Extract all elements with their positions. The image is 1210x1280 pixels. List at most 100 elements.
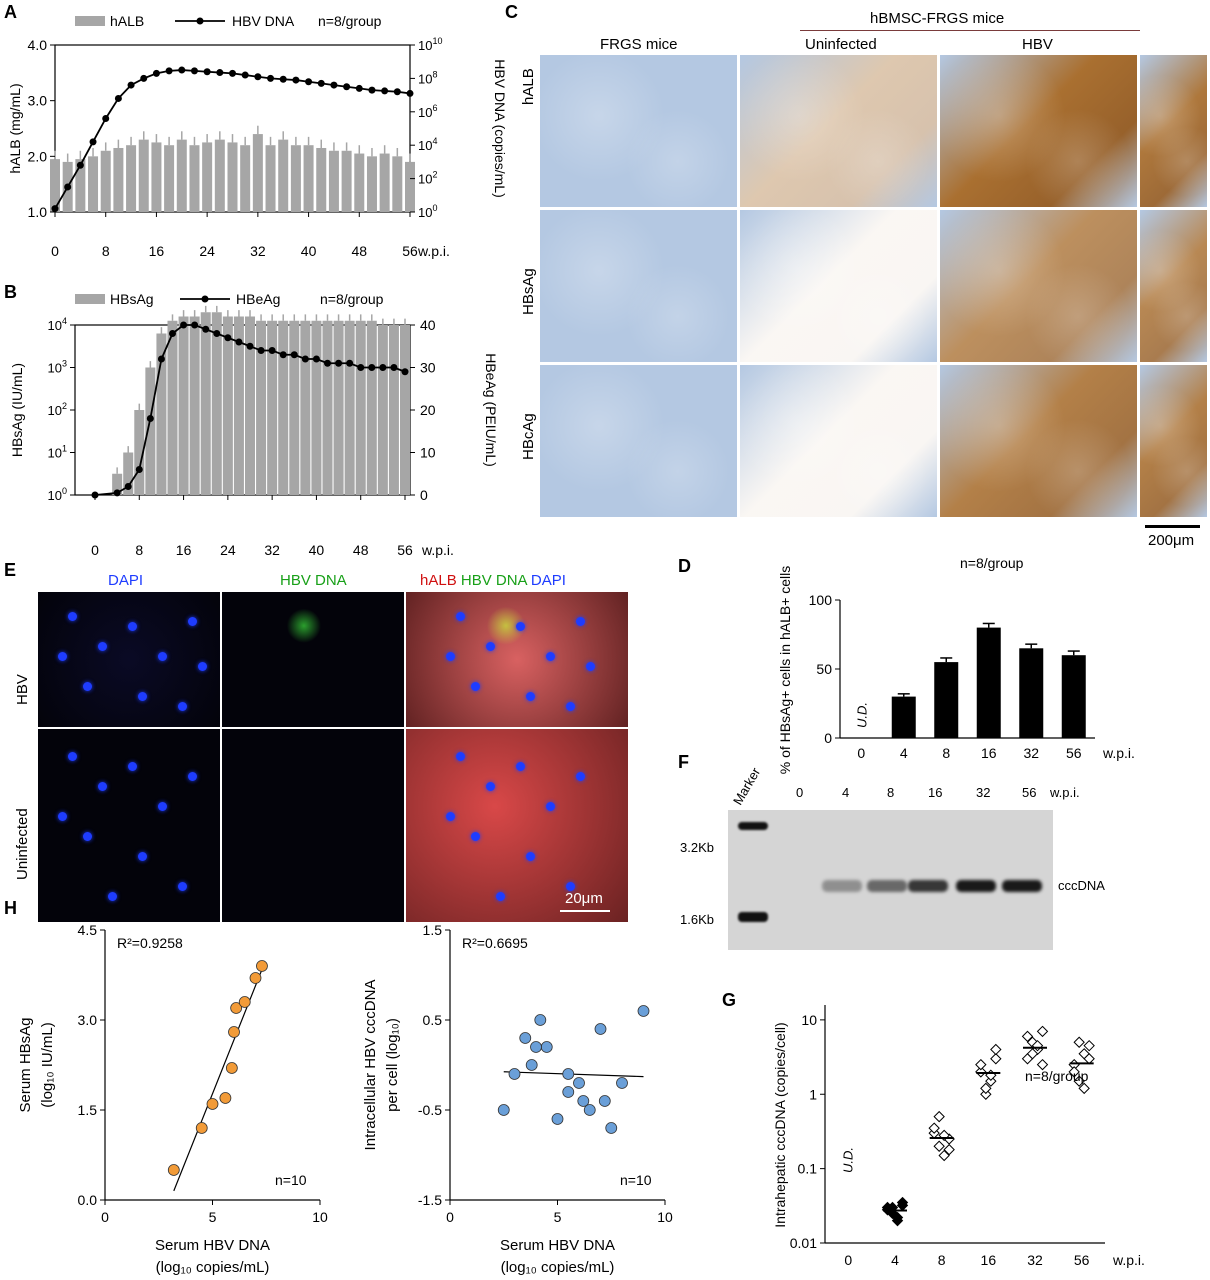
line-hbeag xyxy=(94,324,406,496)
chart-a: 1.0 2.0 3.0 4.0 100 102 104 106 108 1010 0 8 16 24 32 4… xyxy=(7,13,508,259)
bar-halb xyxy=(189,145,200,212)
cccdna-band xyxy=(867,880,907,892)
scatter-point xyxy=(167,1164,180,1176)
lane-56: 56 xyxy=(1022,785,1037,800)
point-hbeag xyxy=(135,466,143,473)
point-g xyxy=(1036,1058,1049,1071)
y2tick-label: 10 xyxy=(420,445,436,461)
point-hbv-dna xyxy=(64,183,72,191)
point-hbeag xyxy=(257,347,265,354)
scatter-point xyxy=(605,1122,618,1134)
bar-halb xyxy=(75,159,86,212)
lane-4: 4 xyxy=(842,785,850,800)
bar-halb xyxy=(100,150,111,212)
nucleus-dot xyxy=(586,662,595,671)
y2tick-label: 20 xyxy=(420,402,436,418)
ytick-label: 104 xyxy=(48,316,67,333)
xtick-label: 40 xyxy=(301,243,317,259)
scale-bar-c xyxy=(1145,525,1200,528)
bar-d xyxy=(891,696,916,738)
point-hbv-dna xyxy=(279,75,287,83)
scatter-point xyxy=(238,996,251,1008)
nucleus-dot xyxy=(546,802,555,811)
xtick-label: 56 xyxy=(1066,745,1082,761)
fluorescence-tile-3 xyxy=(38,729,220,922)
scatter-point xyxy=(616,1077,628,1089)
bar-halb xyxy=(50,159,60,212)
scale-label-c: 200μm xyxy=(1148,532,1195,549)
ihc-tile-r2-c0 xyxy=(540,365,737,517)
scatter-point xyxy=(256,960,268,972)
ihc-tile-r1-c1 xyxy=(740,210,937,362)
xtick-label: 4 xyxy=(891,1252,899,1268)
nucleus-dot xyxy=(546,652,555,661)
legend-note: n=8/group xyxy=(318,13,382,29)
nucleus-dot xyxy=(68,752,77,761)
y2tick-label: 0 xyxy=(420,487,428,503)
point-g xyxy=(1073,1036,1085,1048)
point-hbv-dna xyxy=(127,81,135,89)
bar-hbsag xyxy=(211,312,222,495)
xtick-label: 16 xyxy=(149,243,165,259)
panel-label-d: D xyxy=(678,556,691,576)
point-hbv-dna xyxy=(229,69,236,77)
point-hbeag xyxy=(357,364,365,371)
xaxis-label: Serum HBV DNA xyxy=(500,1237,615,1254)
point-hbv-dna xyxy=(381,87,389,95)
nucleus-dot xyxy=(58,652,67,661)
row-label-halb: hALB xyxy=(520,68,537,105)
nucleus-dot xyxy=(526,692,535,701)
scatter-point xyxy=(225,1062,238,1074)
ytick-label: -1.5 xyxy=(418,1192,442,1208)
chart-h-right: 0 5 10 -1.5 -0.5 0.5 1.5 Serum HBV DNA (log₁₀ co… xyxy=(362,922,673,1276)
y2tick-label: 1010 xyxy=(418,36,442,53)
xtick-label: 56 xyxy=(1074,1252,1090,1268)
nucleus-dot xyxy=(576,772,585,781)
point-hbv-dna xyxy=(216,69,224,77)
bar-halb xyxy=(88,156,99,212)
ihc-tile-r2-c1 xyxy=(740,365,937,517)
bar-hbsag xyxy=(178,316,189,495)
ihc-tile-r1-c2 xyxy=(940,210,1137,362)
xtick-label: 0 xyxy=(857,745,865,761)
legend-swatch-halb xyxy=(75,16,105,26)
merge-label-hbv: HBV DNA xyxy=(460,572,527,589)
ytick-label: 3.0 xyxy=(78,1012,98,1028)
ihc-image-grid xyxy=(540,55,1210,560)
point-g xyxy=(1068,1066,1080,1078)
fluorescence-tile-2 xyxy=(406,592,628,727)
xtick-label: 0 xyxy=(101,1209,109,1225)
nucleus-dot xyxy=(98,782,107,791)
bar-hbsag xyxy=(366,320,377,495)
xtick-label: 0 xyxy=(91,542,99,558)
n-label: n=10 xyxy=(620,1172,652,1188)
xtick-label: 32 xyxy=(1027,1252,1043,1268)
scatter-point xyxy=(497,1104,510,1116)
fluorescence-tile-1 xyxy=(222,592,404,727)
point-hbv-dna xyxy=(368,86,376,94)
ytick-label: 10 xyxy=(801,1012,817,1028)
ytick-label: 0 xyxy=(824,730,832,746)
nucleus-dot xyxy=(576,617,585,626)
bar-halb xyxy=(252,134,263,212)
cccdna-band xyxy=(1002,880,1042,892)
y2tick-label: 30 xyxy=(420,360,436,376)
bar-hbsag xyxy=(344,320,355,495)
xtick-label: 10 xyxy=(657,1209,673,1225)
nucleus-dot xyxy=(178,882,187,891)
ihc-tile-r2-c3 xyxy=(1140,365,1207,517)
panel-label-e: E xyxy=(4,560,17,580)
point-hbeag xyxy=(335,359,343,367)
bar-halb xyxy=(164,145,175,212)
legend-point-hbv xyxy=(196,17,204,25)
point-g xyxy=(1026,1048,1039,1060)
point-hbeag xyxy=(213,330,221,337)
xaxis-unit: (log₁₀ copies/mL) xyxy=(156,1259,270,1276)
bar-halb xyxy=(113,147,124,212)
bar-hbsag xyxy=(233,316,244,495)
merge-label-alb: hALB xyxy=(420,572,457,589)
nucleus-dot xyxy=(68,612,77,621)
point-g xyxy=(938,1149,950,1162)
bar-d xyxy=(934,662,959,738)
bar-hbsag xyxy=(278,320,289,495)
